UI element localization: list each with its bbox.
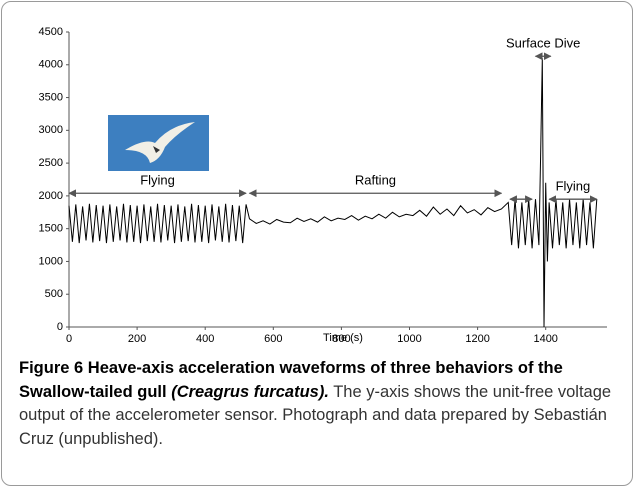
- caption-title: Heave-axis acceleration waveforms of thr…: [19, 359, 563, 401]
- y-tick-label: 1500: [39, 223, 63, 235]
- x-tick-label: 400: [196, 333, 214, 345]
- y-tick-label: 4000: [39, 59, 63, 71]
- y-tick-label: 500: [45, 288, 63, 300]
- caption-species: (Creagrus furcatus).: [171, 382, 329, 401]
- y-tick-label: 0: [57, 321, 63, 333]
- y-tick-label: 1000: [39, 255, 63, 267]
- annotation-label: Flying: [140, 173, 175, 188]
- y-tick-label: 4500: [39, 26, 63, 38]
- x-tick-label: 1200: [465, 333, 489, 345]
- annotation-label: Surface Dive: [506, 36, 580, 51]
- caption-text: The y-axis shows the unit-free voltage o…: [19, 382, 612, 448]
- x-tick-label: 0: [66, 333, 72, 345]
- annotation-label: Rafting: [355, 173, 396, 188]
- x-axis-label: Time (s): [323, 332, 363, 344]
- x-tick-label: 1400: [533, 333, 557, 345]
- caption: Figure 6 Heave-axis acceleration wavefor…: [19, 357, 619, 451]
- photo: [108, 115, 209, 171]
- x-tick-label: 200: [128, 333, 146, 345]
- x-tick-label: 1000: [397, 333, 421, 345]
- y-tick-label: 2000: [39, 190, 63, 202]
- annotation-label: Flying: [556, 179, 591, 194]
- y-tick-label: 2500: [39, 157, 63, 169]
- y-tick-label: 3000: [39, 124, 63, 136]
- chart: Time (s) 0500100015002000250030003500400…: [39, 26, 607, 345]
- caption-label: Figure 6: [19, 359, 84, 377]
- y-tick-label: 3500: [39, 91, 63, 103]
- x-tick-label: 600: [264, 333, 282, 345]
- waveform: [68, 58, 598, 328]
- x-tick-label: 800: [332, 333, 350, 345]
